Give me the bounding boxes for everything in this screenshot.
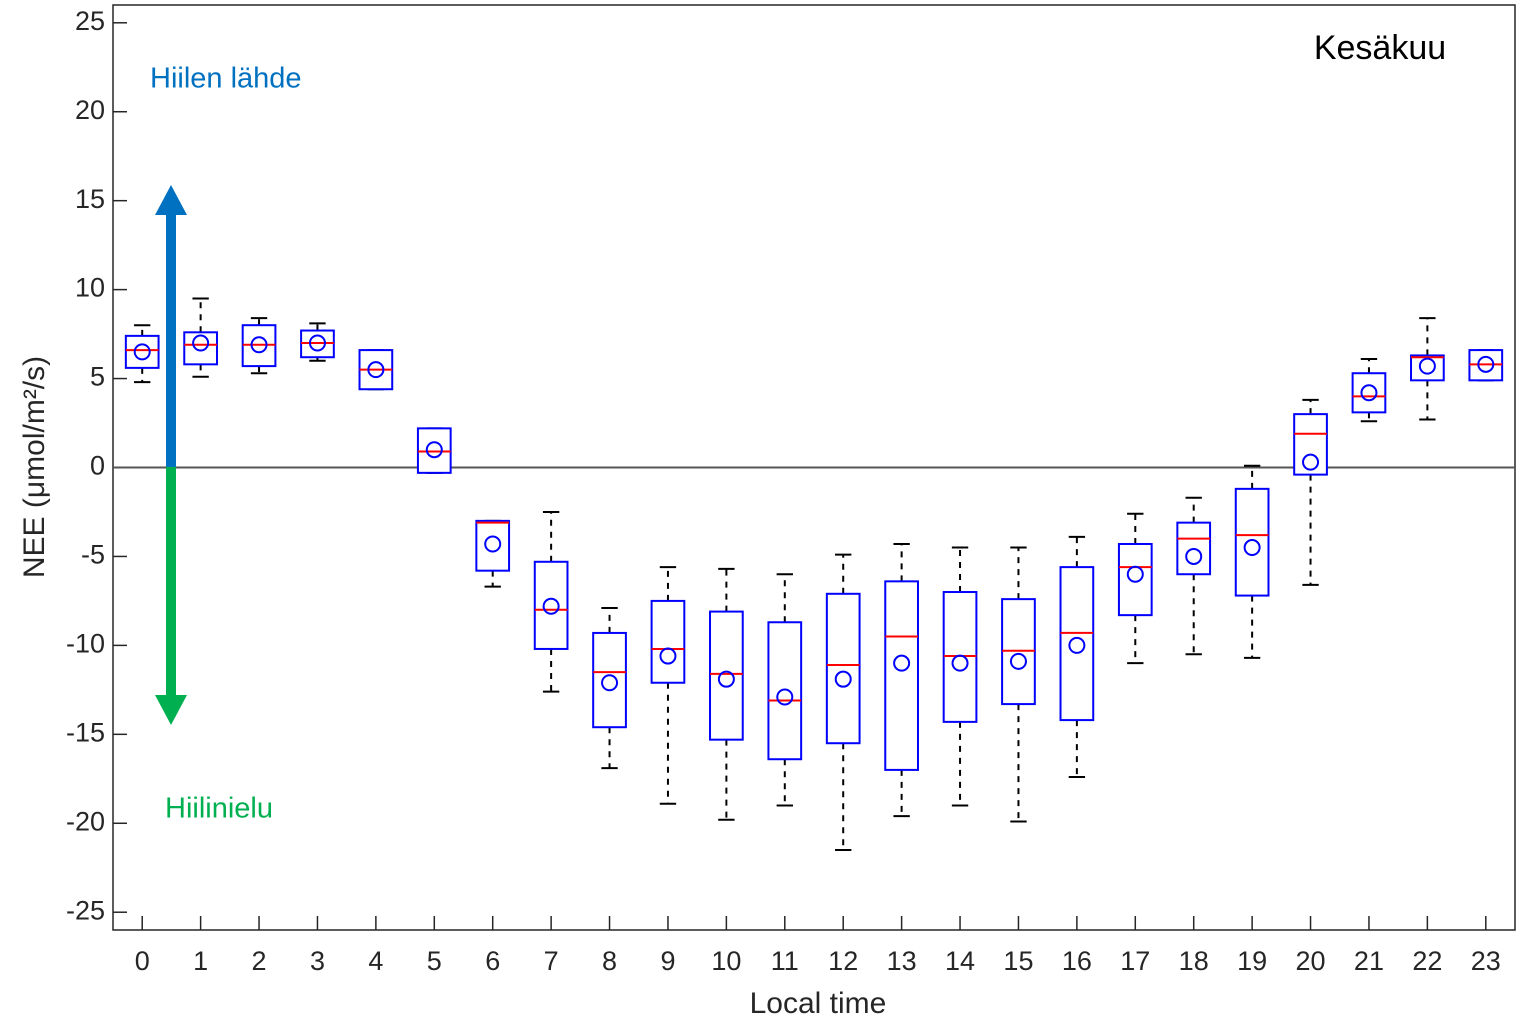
x-tick-label: 7 xyxy=(544,946,559,976)
y-tick-label: -5 xyxy=(81,540,105,570)
x-tick-label: 10 xyxy=(711,946,741,976)
x-tick-label: 18 xyxy=(1179,946,1209,976)
box xyxy=(1353,373,1386,412)
x-tick-label: 1 xyxy=(193,946,208,976)
y-axis-label: NEE (μmol/m²/s) xyxy=(18,356,51,578)
x-tick-label: 19 xyxy=(1237,946,1267,976)
x-tick-label: 21 xyxy=(1354,946,1384,976)
box xyxy=(768,622,801,759)
y-tick-label: 10 xyxy=(75,273,105,303)
x-tick-label: 15 xyxy=(1003,946,1033,976)
y-tick-label: 25 xyxy=(75,6,105,36)
source-label: Hiilen lähde xyxy=(150,63,302,95)
x-tick-label: 22 xyxy=(1412,946,1442,976)
x-tick-label: 3 xyxy=(310,946,325,976)
x-tick-label: 8 xyxy=(602,946,617,976)
box xyxy=(1061,567,1094,720)
x-tick-label: 20 xyxy=(1296,946,1326,976)
y-tick-label: -15 xyxy=(66,717,105,747)
x-tick-label: 16 xyxy=(1062,946,1092,976)
x-tick-label: 11 xyxy=(771,946,799,976)
box xyxy=(827,594,860,743)
y-tick-label: 15 xyxy=(75,184,105,214)
y-tick-label: 0 xyxy=(90,451,105,481)
box xyxy=(1294,414,1327,474)
x-axis-label: Local time xyxy=(750,987,887,1020)
box xyxy=(652,601,685,683)
x-tick-label: 5 xyxy=(427,946,442,976)
x-tick-label: 4 xyxy=(368,946,383,976)
box xyxy=(535,562,568,649)
sink-label: Hiilinielu xyxy=(165,793,273,825)
box xyxy=(184,332,217,364)
box xyxy=(1119,544,1152,615)
y-tick-label: -25 xyxy=(66,895,105,925)
box xyxy=(1236,489,1269,596)
box xyxy=(593,633,626,727)
x-tick-label: 17 xyxy=(1120,946,1150,976)
box xyxy=(710,612,743,740)
x-tick-label: 23 xyxy=(1471,946,1501,976)
x-tick-label: 0 xyxy=(135,946,150,976)
y-tick-label: 5 xyxy=(90,362,105,392)
y-tick-label: -10 xyxy=(66,629,105,659)
x-tick-label: 12 xyxy=(828,946,858,976)
y-tick-label: -20 xyxy=(66,806,105,836)
box xyxy=(126,336,159,368)
x-tick-label: 6 xyxy=(485,946,500,976)
x-tick-label: 2 xyxy=(252,946,267,976)
box xyxy=(476,521,509,571)
x-tick-label: 13 xyxy=(887,946,917,976)
x-tick-label: 9 xyxy=(660,946,675,976)
x-tick-label: 14 xyxy=(945,946,975,976)
y-tick-label: 20 xyxy=(75,95,105,125)
box xyxy=(885,581,918,770)
chart: Kesäkuu Hiilen lähde Hiilinielu Local ti… xyxy=(0,0,1524,1030)
chart-title: Kesäkuu xyxy=(1314,29,1446,67)
